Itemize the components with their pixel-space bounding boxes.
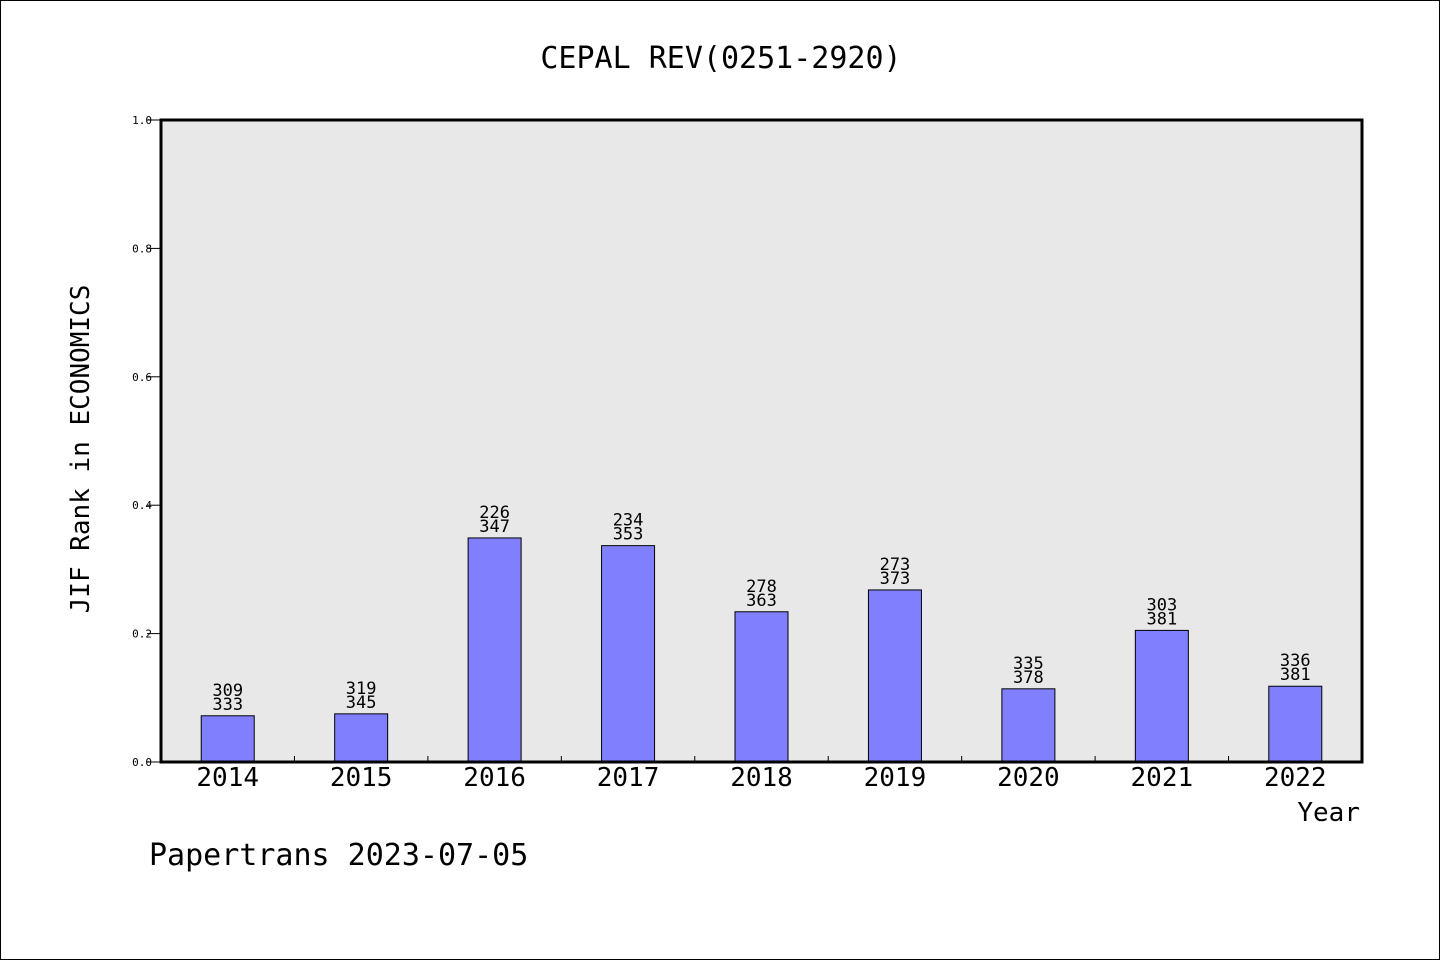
footer-credit: Papertrans 2023-07-05 — [149, 838, 528, 873]
y-tick-label: 0.2 — [132, 628, 152, 641]
bar-2019 — [867, 589, 922, 763]
x-tick-label: 2022 — [1264, 763, 1327, 793]
bar-rank-label: 303 — [1146, 595, 1177, 615]
bar-total-label: 381 — [1280, 665, 1311, 685]
bar-2018 — [734, 611, 789, 763]
x-tick-label: 2015 — [330, 763, 393, 793]
bar-rank-label: 273 — [880, 555, 911, 575]
bar-series — [200, 537, 1323, 763]
bar-total-label: 347 — [479, 517, 510, 537]
x-tick-label: 2021 — [1131, 763, 1194, 793]
y-tick-label: 1.0 — [132, 114, 152, 127]
bar-total-label: 345 — [346, 693, 377, 713]
bar-2021 — [1134, 629, 1189, 763]
x-tick-label: 2016 — [463, 763, 526, 793]
bar-2014 — [200, 715, 255, 763]
bar-2016 — [467, 537, 522, 763]
bar-total-label: 333 — [212, 695, 243, 715]
x-tick-label: 2014 — [196, 763, 259, 793]
y-tick-label: 0.8 — [132, 242, 152, 255]
bar-2015 — [334, 713, 389, 763]
x-tick-label: 2020 — [997, 763, 1060, 793]
x-axis: 2014 2015 2016 2017 2018 2019 2020 2021 2022 — [196, 756, 1327, 793]
x-axis-label: Year — [1297, 798, 1360, 828]
bar-total-label: 373 — [880, 569, 911, 589]
y-tick-label: 0.0 — [132, 756, 152, 769]
y-tick-label: 0.4 — [132, 499, 152, 512]
bar-2017 — [601, 545, 656, 763]
bar-total-label: 378 — [1013, 668, 1044, 688]
bar-rank-label: 335 — [1013, 654, 1044, 674]
bar-rank-label: 278 — [746, 577, 777, 597]
bar-total-label: 363 — [746, 591, 777, 611]
bar-2020 — [1001, 688, 1056, 763]
bar-rank-label: 226 — [479, 503, 510, 523]
y-axis: 0.0 0.2 0.4 0.6 0.8 1.0 — [132, 114, 161, 769]
bar-rank-label: 336 — [1280, 651, 1311, 671]
bar-rank-label: 234 — [613, 511, 644, 531]
plot-border — [159, 118, 1364, 764]
bar-total-label: 353 — [613, 525, 644, 545]
x-tick-label: 2019 — [864, 763, 927, 793]
chart-title: CEPAL REV(0251-2920) — [540, 41, 901, 76]
bar-total-label: 381 — [1146, 609, 1177, 629]
y-tick-label: 0.6 — [132, 371, 152, 384]
x-tick-label: 2018 — [730, 763, 793, 793]
bar-2022 — [1268, 685, 1323, 763]
bar-rank-label: 319 — [346, 679, 377, 699]
y-axis-label: JIF Rank in ECONOMICS — [66, 285, 96, 614]
x-tick-label: 2017 — [597, 763, 660, 793]
bar-rank-label: 309 — [212, 681, 243, 701]
